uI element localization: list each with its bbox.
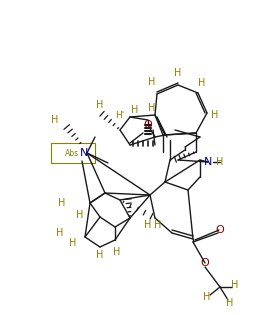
Text: H: H: [198, 78, 206, 88]
Text: H: H: [76, 210, 84, 220]
Text: O: O: [144, 120, 152, 130]
Text: H': H': [115, 111, 125, 119]
Text: O: O: [201, 258, 209, 268]
Text: H: H: [216, 157, 224, 167]
Text: Abs: Abs: [65, 148, 79, 158]
Text: H: H: [96, 100, 104, 110]
Text: H: H: [96, 250, 104, 260]
Text: O: O: [216, 225, 224, 235]
Text: H: H: [144, 220, 152, 230]
Text: H: H: [51, 115, 59, 125]
Text: H: H: [154, 220, 162, 230]
Text: H: H: [174, 68, 182, 78]
Text: H: H: [148, 77, 156, 87]
Text: H: H: [69, 238, 77, 248]
Text: H: H: [131, 105, 139, 115]
Text: H: H: [56, 228, 64, 238]
Text: H: H: [113, 247, 121, 257]
Text: N: N: [80, 148, 88, 158]
Text: H: H: [203, 292, 211, 302]
Text: H: H: [148, 103, 156, 113]
Text: H: H: [58, 198, 66, 208]
Text: H: H: [231, 280, 239, 290]
Text: N: N: [204, 157, 212, 167]
Text: H: H: [211, 110, 219, 120]
Text: H: H: [226, 298, 234, 308]
